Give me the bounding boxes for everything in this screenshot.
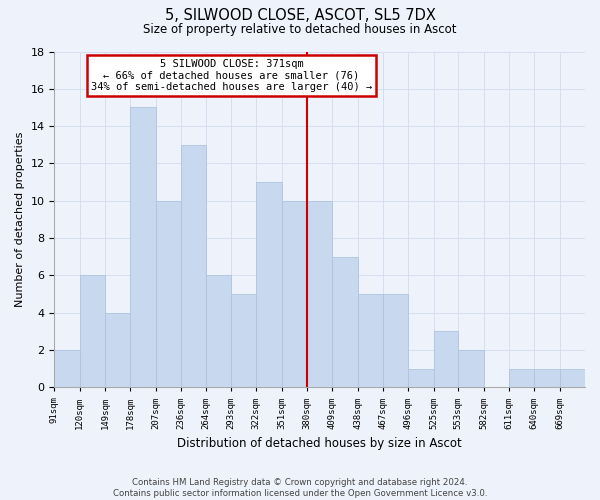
Bar xyxy=(105,312,130,388)
Bar xyxy=(307,201,332,388)
Text: Size of property relative to detached houses in Ascot: Size of property relative to detached ho… xyxy=(143,22,457,36)
Bar xyxy=(409,368,434,388)
Bar xyxy=(181,145,206,388)
Text: 5, SILWOOD CLOSE, ASCOT, SL5 7DX: 5, SILWOOD CLOSE, ASCOT, SL5 7DX xyxy=(164,8,436,22)
Bar xyxy=(80,276,105,388)
Bar xyxy=(130,108,156,388)
Bar xyxy=(206,276,231,388)
Bar xyxy=(560,368,585,388)
Bar xyxy=(281,201,307,388)
Text: Contains HM Land Registry data © Crown copyright and database right 2024.
Contai: Contains HM Land Registry data © Crown c… xyxy=(113,478,487,498)
Bar xyxy=(383,294,409,388)
Bar xyxy=(156,201,181,388)
X-axis label: Distribution of detached houses by size in Ascot: Distribution of detached houses by size … xyxy=(178,437,462,450)
Bar xyxy=(458,350,484,388)
Bar xyxy=(509,368,535,388)
Bar xyxy=(535,368,560,388)
Bar xyxy=(332,257,358,388)
Text: 5 SILWOOD CLOSE: 371sqm
← 66% of detached houses are smaller (76)
34% of semi-de: 5 SILWOOD CLOSE: 371sqm ← 66% of detache… xyxy=(91,59,372,92)
Bar xyxy=(55,350,80,388)
Bar xyxy=(256,182,281,388)
Y-axis label: Number of detached properties: Number of detached properties xyxy=(15,132,25,307)
Bar xyxy=(231,294,256,388)
Bar xyxy=(358,294,383,388)
Bar xyxy=(434,332,458,388)
